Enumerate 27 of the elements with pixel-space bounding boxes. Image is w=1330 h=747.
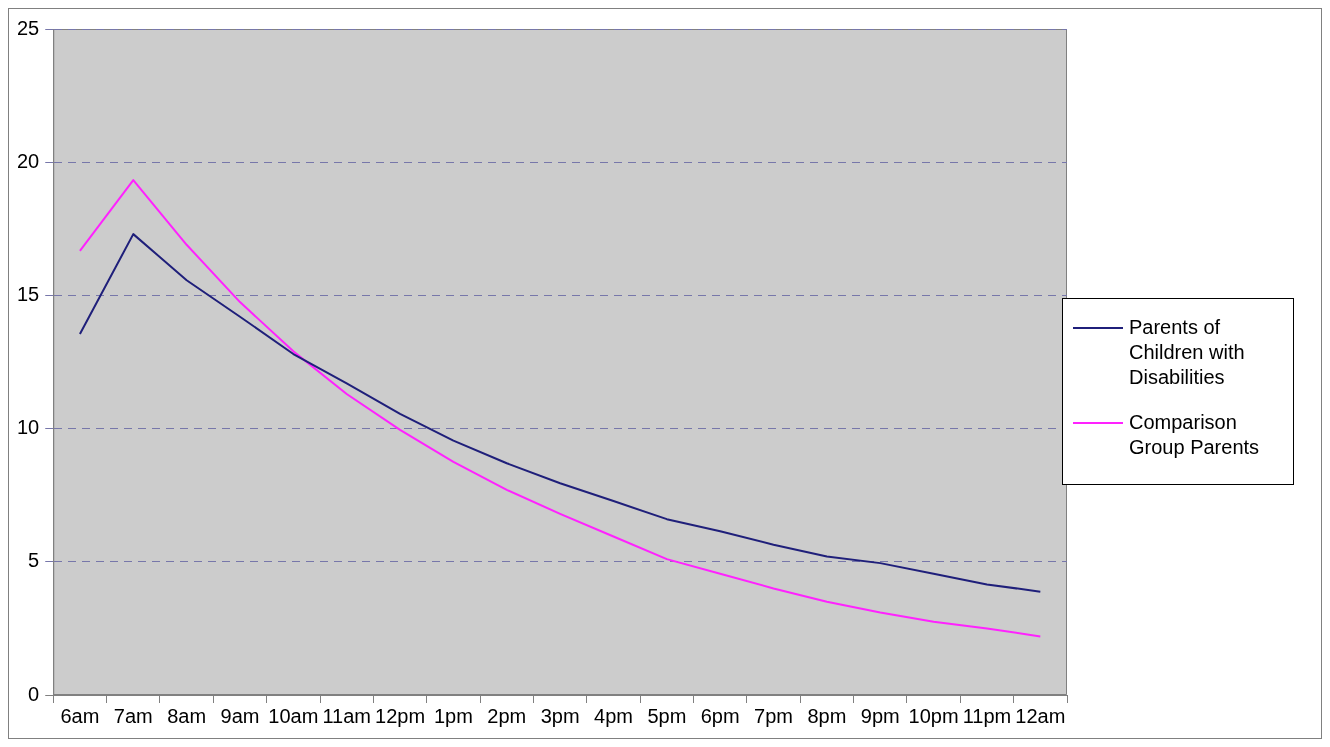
y-tick-label: 15 — [17, 282, 40, 305]
x-tick-label: 2pm — [487, 704, 527, 727]
x-tick-label: 6am — [60, 704, 100, 727]
x-tick-label: 10pm — [908, 704, 959, 727]
x-tick-label: 8pm — [807, 704, 847, 727]
y-tick-label: 0 — [28, 682, 40, 705]
x-tick-label: 3pm — [540, 704, 580, 727]
x-tick-label: 11pm — [962, 704, 1012, 727]
legend-label: Comparison Group Parents — [1129, 410, 1261, 460]
y-tick-label: 25 — [17, 16, 40, 39]
x-tick-label: 8am — [167, 704, 207, 727]
y-tick-label: 5 — [28, 549, 40, 572]
x-tick-label: 7pm — [754, 704, 793, 727]
y-tick-label: 10 — [17, 416, 40, 439]
x-tick-label: 10am — [268, 704, 319, 727]
x-tick-label: 12pm — [375, 704, 426, 727]
x-tick-label: 7am — [113, 704, 153, 727]
x-tick-label: 12am — [1015, 704, 1066, 727]
x-tick-label: 4pm — [594, 704, 633, 727]
y-tick-label: 20 — [17, 149, 40, 172]
legend-label: Parents of Children with Disabilities — [1129, 315, 1246, 390]
x-tick-label: 9am — [220, 704, 260, 727]
x-tick-label: 1pm — [433, 704, 473, 727]
x-tick-label: 5pm — [647, 704, 687, 727]
x-tick-label: 11am — [322, 704, 371, 727]
x-tick-label: 9pm — [860, 704, 900, 727]
x-tick-label: 6pm — [700, 704, 740, 727]
